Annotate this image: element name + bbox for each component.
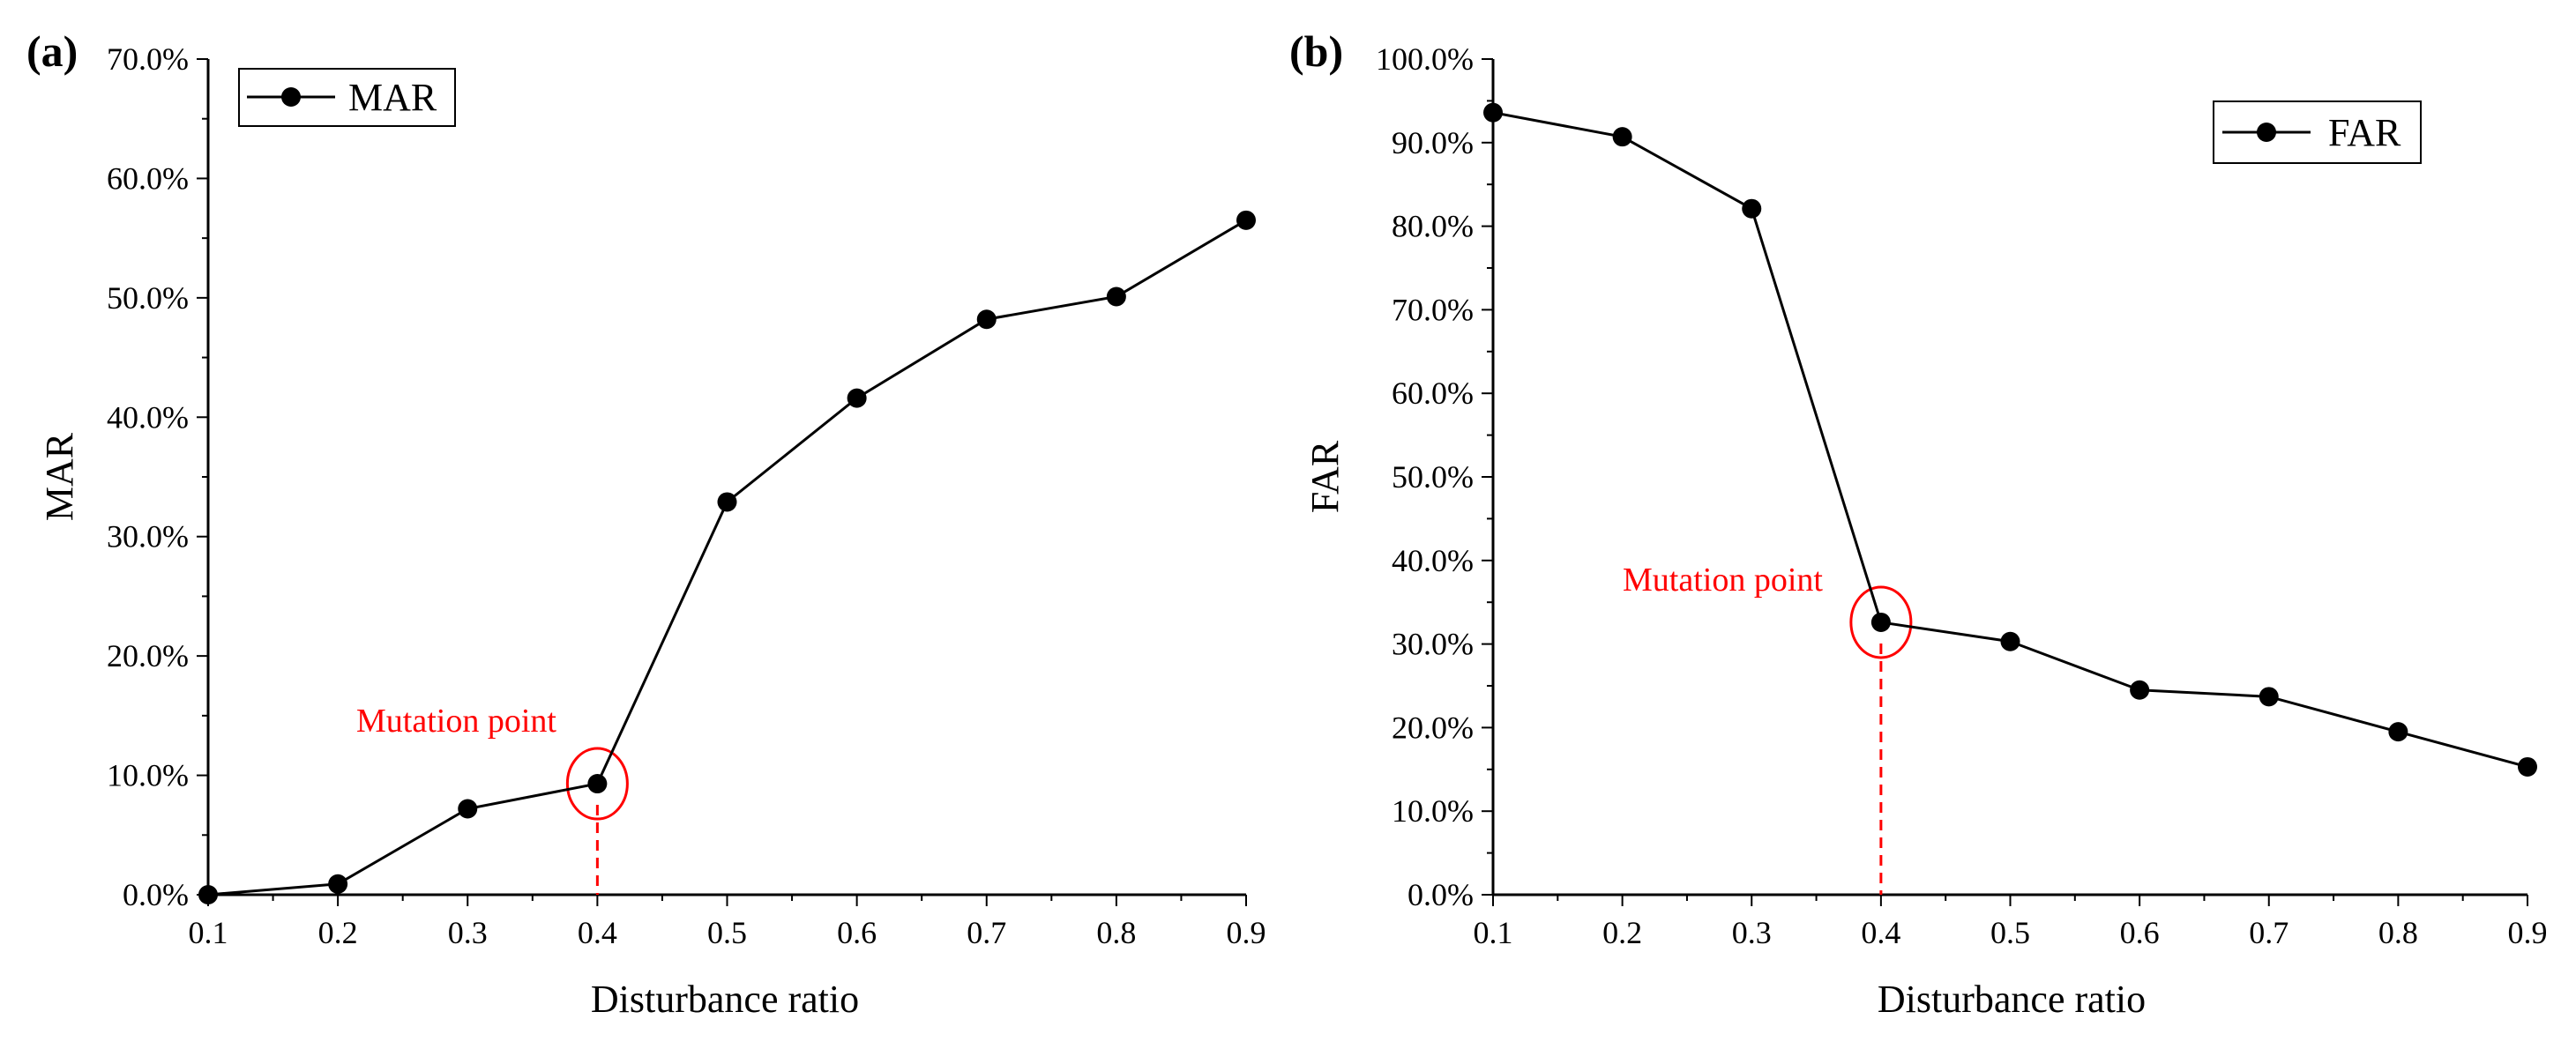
y-tick-label: 10.0%: [1392, 793, 1474, 829]
data-point: [2259, 687, 2279, 707]
chart-panel-a: (a) Disturbance ratio MAR MAR Mutation p…: [26, 26, 1266, 1021]
data-point: [328, 874, 348, 894]
y-tick-label: 30.0%: [1392, 627, 1474, 662]
y-axis-title: MAR: [38, 432, 81, 521]
x-tick-label: 0.9: [1227, 915, 1266, 950]
y-tick-label: 0.0%: [1407, 877, 1474, 912]
data-point: [717, 492, 737, 512]
data-point: [1106, 286, 1126, 307]
legend-label: MAR: [348, 76, 437, 119]
data-point: [1742, 198, 1762, 219]
y-tick-label: 90.0%: [1392, 125, 1474, 160]
x-tick-label: 0.1: [189, 915, 228, 950]
x-tick-label: 0.9: [2508, 915, 2548, 950]
x-tick-label: 0.7: [2249, 915, 2289, 950]
x-tick-label: 0.6: [837, 915, 877, 950]
legend: FAR: [2213, 100, 2422, 164]
x-tick-label: 0.7: [967, 915, 1006, 950]
y-tick-label: 50.0%: [1392, 459, 1474, 495]
y-tick-label: 100.0%: [1376, 41, 1474, 77]
axes: 0.0% 10.0% 20.0% 30.0% 40.0% 50.0% 60.0% 70.0% 0…: [107, 41, 1266, 950]
chart-panel-b: (b) Disturbance ratio FAR FAR Mutation p…: [1289, 26, 2548, 1021]
y-tick-label: 50.0%: [107, 280, 189, 316]
legend: MAR: [238, 68, 456, 127]
panel-label: (b): [1289, 26, 1343, 76]
x-tick-label: 0.6: [2120, 915, 2160, 950]
data-point: [198, 885, 218, 904]
y-tick-label: 70.0%: [1392, 292, 1474, 327]
series-far: [1483, 102, 2537, 777]
data-point: [1483, 102, 1503, 123]
y-tick-label: 0.0%: [123, 877, 189, 912]
data-point: [976, 309, 997, 330]
data-point: [1870, 612, 1891, 632]
x-tick-label: 0.1: [1474, 915, 1513, 950]
y-tick-label: 10.0%: [107, 758, 189, 793]
y-tick-label: 40.0%: [107, 399, 189, 435]
x-axis-title: Disturbance ratio: [591, 978, 859, 1021]
legend-marker: [2257, 123, 2276, 142]
annotation-circle: [1849, 585, 1913, 659]
annotation-text: Mutation point: [1623, 562, 1823, 599]
series-mar: [198, 210, 1256, 904]
series-line: [1492, 111, 2528, 769]
x-tick-label: 0.3: [1732, 915, 1772, 950]
x-tick-label: 0.2: [318, 915, 358, 950]
y-axis-title: FAR: [1303, 440, 1347, 513]
panel-label: (a): [26, 26, 78, 76]
y-tick-label: 60.0%: [107, 160, 189, 196]
x-tick-label: 0.8: [1096, 915, 1136, 950]
legend-marker: [281, 87, 301, 107]
x-tick-label: 0.3: [448, 915, 488, 950]
series-line: [207, 219, 1247, 896]
x-tick-label: 0.4: [1861, 915, 1900, 950]
data-point: [458, 799, 478, 819]
axes: 0.0% 10.0% 20.0% 30.0% 40.0% 50.0% 60.0% 70.0% 8…: [1376, 41, 2548, 950]
data-point: [2518, 756, 2537, 777]
data-point: [1612, 127, 1632, 147]
data-point: [2000, 631, 2020, 651]
x-axis-title: Disturbance ratio: [1878, 978, 2146, 1021]
annotation-text: Mutation point: [356, 703, 556, 740]
data-point: [847, 388, 867, 408]
x-tick-label: 0.5: [1990, 915, 2030, 950]
data-point: [2130, 680, 2150, 700]
x-tick-label: 0.4: [578, 915, 617, 950]
x-tick-label: 0.5: [707, 915, 747, 950]
x-tick-label: 0.8: [2378, 915, 2418, 950]
y-tick-label: 80.0%: [1392, 209, 1474, 244]
x-tick-label: 0.2: [1602, 915, 1642, 950]
y-tick-label: 60.0%: [1392, 376, 1474, 411]
data-point: [2388, 722, 2408, 742]
data-point: [587, 774, 608, 794]
y-tick-label: 70.0%: [107, 41, 189, 77]
data-point: [1236, 210, 1256, 230]
y-tick-label: 20.0%: [1392, 710, 1474, 745]
y-tick-label: 20.0%: [107, 638, 189, 673]
annotation-circle: [565, 747, 629, 821]
y-tick-label: 30.0%: [107, 519, 189, 554]
y-tick-label: 40.0%: [1392, 543, 1474, 578]
legend-label: FAR: [2328, 111, 2401, 154]
